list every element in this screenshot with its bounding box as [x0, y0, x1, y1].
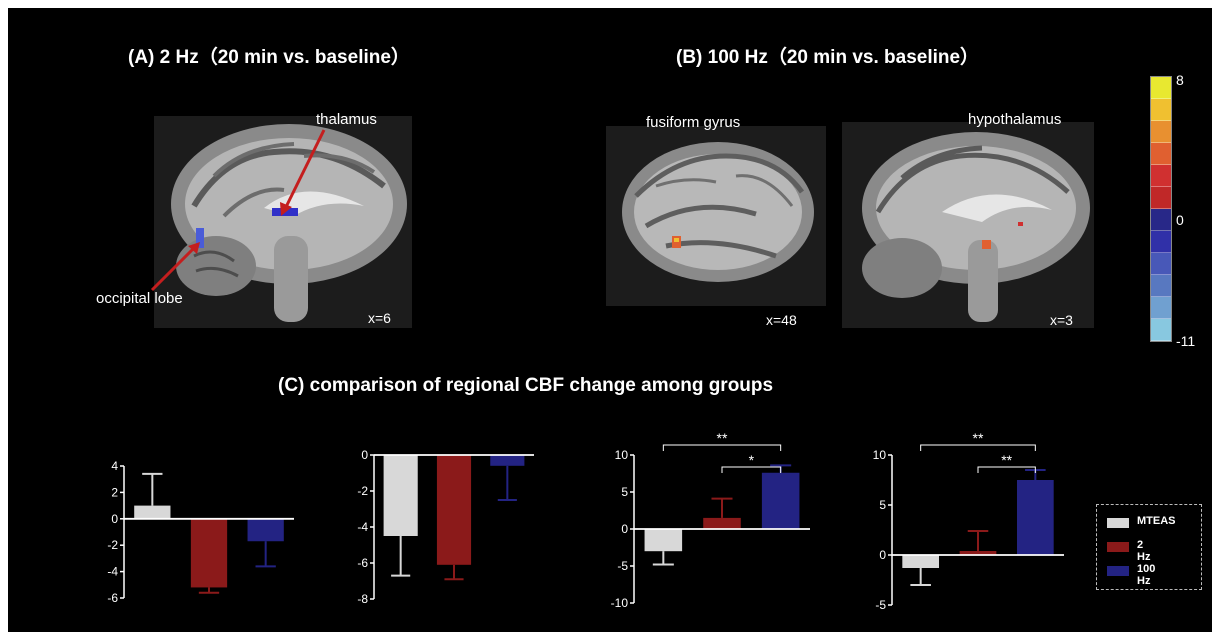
colorbar-segment — [1151, 187, 1171, 209]
bar-100-hz — [490, 455, 525, 466]
y-tick-label: 2 — [111, 485, 118, 499]
colorbar-segment — [1151, 99, 1171, 121]
bar-100-hz — [1016, 480, 1054, 555]
significance-label: * — [749, 452, 755, 468]
legend-label-mteas: MTEAS — [1137, 515, 1176, 527]
hypothalamus-activation — [982, 240, 991, 249]
y-tick-label: -4 — [357, 520, 368, 534]
panel-a-title: (A) 2 Hz（20 min vs. baseline） — [128, 47, 410, 68]
panel-c-title: (C) comparison of regional CBF change am… — [278, 375, 774, 396]
y-tick-label: -2 — [357, 484, 368, 498]
legend: MTEAS 2 Hz 100 Hz — [1084, 492, 1212, 604]
chart-title: hypothalamus — [929, 425, 1022, 442]
bar-mteas — [134, 505, 171, 519]
chart-0: occipital lobe -6 -4 -2 0 2 4 — [90, 425, 304, 605]
coord-b-fusiform: x=48 — [766, 312, 797, 328]
chart-title: thalamus — [413, 425, 474, 442]
y-tick-label: 5 — [621, 485, 628, 499]
bar-2-hz — [190, 518, 228, 588]
chart-title: fusiform gyrus — [663, 425, 757, 442]
colorbar-segment — [1151, 275, 1171, 297]
colorbar-segment — [1151, 253, 1171, 275]
significance-label: ** — [717, 430, 728, 446]
bar-mteas — [383, 455, 418, 536]
significance-bracket — [977, 466, 1036, 473]
label-fusiform-gyrus: fusiform gyrus — [646, 114, 741, 131]
bar-100-hz — [247, 518, 284, 542]
y-tick-label: -5 — [875, 598, 886, 612]
y-tick-label: 5 — [879, 498, 886, 512]
significance-bracket — [662, 444, 782, 451]
y-tick-label: -10 — [611, 596, 629, 610]
colorbar-max: 8 — [1176, 72, 1184, 88]
brain-scan-b-hypothalamus — [842, 122, 1094, 328]
y-tick-label: -2 — [107, 538, 118, 552]
y-tick-label: 0 — [111, 512, 118, 526]
colorbar-min: -11 — [1176, 333, 1196, 349]
colorbar-segment — [1151, 297, 1171, 319]
significance-label: ** — [1001, 452, 1012, 468]
chart-3: hypothalamus -5 0 5 10 ** ** — [858, 425, 1080, 617]
label-occipital-lobe: occipital lobe — [96, 290, 183, 307]
colorbar-segment — [1151, 121, 1171, 143]
legend-swatch-100hz — [1107, 566, 1129, 576]
occipital-activation — [196, 228, 204, 248]
legend-swatch-2hz — [1107, 542, 1129, 552]
y-tick-label: 10 — [873, 448, 887, 462]
legend-label-100hz: 100 Hz — [1137, 563, 1156, 587]
significance-bracket — [721, 466, 782, 473]
label-thalamus: thalamus — [316, 111, 377, 128]
colorbar-segment — [1151, 209, 1171, 231]
colorbar-segment — [1151, 77, 1171, 99]
colorbar-zero: 0 — [1176, 212, 1184, 228]
significance-label: ** — [973, 430, 984, 446]
bar-mteas — [902, 555, 940, 568]
y-tick-label: 0 — [361, 448, 368, 462]
y-tick-label: 0 — [879, 548, 886, 562]
y-tick-label: -4 — [107, 565, 118, 579]
bar-2-hz — [436, 455, 472, 565]
label-hypothalamus: hypothalamus — [968, 111, 1062, 128]
bar-2-hz — [959, 551, 997, 555]
y-tick-label: -8 — [357, 592, 368, 606]
color-scale-bar — [1150, 76, 1172, 342]
bar-mteas — [644, 529, 683, 552]
y-tick-label: -6 — [107, 591, 118, 605]
legend-swatch-mteas — [1107, 518, 1129, 528]
significance-bracket — [920, 444, 1036, 451]
colorbar-segment — [1151, 165, 1171, 187]
y-tick-label: -5 — [617, 559, 628, 573]
legend-label-2hz: 2 Hz — [1137, 539, 1151, 563]
brain-scan-b-fusiform — [606, 126, 826, 306]
y-tick-label: 4 — [111, 459, 118, 473]
y-tick-label: 0 — [621, 522, 628, 536]
bar-100-hz — [761, 472, 800, 529]
colorbar-segment — [1151, 231, 1171, 253]
chart-1: thalamus -8 -6 -4 -2 0 — [342, 425, 548, 621]
panel-b-title: (B) 100 Hz（20 min vs. baseline） — [676, 47, 980, 68]
bar-2-hz — [703, 517, 741, 529]
colorbar-segment — [1151, 143, 1171, 165]
y-tick-label: 10 — [615, 448, 629, 462]
chart-title: occipital lobe — [174, 425, 261, 442]
colorbar-segment — [1151, 319, 1171, 341]
coord-a: x=6 — [368, 310, 391, 326]
y-tick-label: -6 — [357, 556, 368, 570]
coord-b-hypothalamus: x=3 — [1050, 312, 1073, 328]
